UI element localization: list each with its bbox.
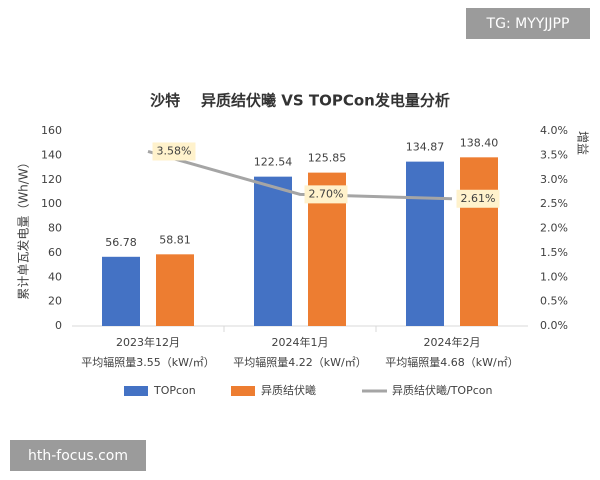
x-tick-sublabel: 平均辐照量4.22（kW/㎡） — [233, 355, 366, 369]
line — [147, 150, 453, 201]
value-label-box — [456, 189, 500, 208]
bar-value-label: 58.81 — [159, 233, 191, 246]
y2-tick-label: 0.5% — [540, 295, 568, 308]
y-tick-label: 40 — [48, 270, 62, 283]
bar-value-label: 56.78 — [105, 236, 137, 249]
value-label-box — [152, 142, 196, 161]
bar-value-label: 134.87 — [406, 141, 445, 154]
y-tick-label: 60 — [48, 246, 62, 259]
legend-label: 异质结伏曦 — [261, 383, 316, 397]
bar — [254, 176, 292, 326]
y-axis-label: 累计单瓦发电量（Wh/W） — [16, 156, 31, 299]
watermark-box — [10, 440, 146, 471]
legend-label: 异质结伏曦/TOPcon — [392, 383, 492, 397]
bar — [406, 161, 444, 326]
y-tick-label: 140 — [41, 148, 62, 161]
y2-tick-label: 2.0% — [540, 222, 568, 235]
y-tick-label: 160 — [41, 124, 62, 137]
y2-tick-label: 3.5% — [540, 148, 568, 161]
y2-tick-label: 0.0% — [540, 319, 568, 332]
y-tick-label: 80 — [48, 222, 62, 235]
y2-tick-label: 2.5% — [540, 197, 568, 210]
y2-tick-label: 1.0% — [540, 270, 568, 283]
bar-value-label: 138.40 — [460, 136, 499, 149]
x-tick-label: 2024年2月 — [424, 335, 481, 349]
bar — [102, 256, 140, 326]
bar-value-label: 122.54 — [254, 156, 293, 169]
watermark: hth-focus.com — [28, 448, 128, 464]
x-tick-label: 2023年12月 — [116, 335, 180, 349]
y2-axis-label: 增益 — [576, 131, 590, 155]
watermark-box — [466, 8, 590, 39]
legend-swatch — [231, 386, 255, 396]
value-label-box — [304, 185, 348, 204]
line-value-label: 2.61% — [461, 192, 496, 205]
y-tick-label: 100 — [41, 197, 62, 210]
y-tick-label: 0 — [55, 319, 62, 332]
line-value-label: 2.70% — [309, 187, 344, 200]
watermark: TG: MYYJJPP — [486, 16, 570, 32]
y-tick-label: 120 — [41, 173, 62, 186]
y2-tick-label: 1.5% — [540, 246, 568, 259]
line-value-label: 3.58% — [157, 144, 192, 157]
legend-swatch — [124, 386, 148, 396]
y2-tick-label: 4.0% — [540, 124, 568, 137]
x-tick-label: 2024年1月 — [272, 335, 329, 349]
x-tick-sublabel: 平均辐照量3.55（kW/㎡） — [81, 355, 214, 369]
chart-title: 沙特 异质结伏曦 VS TOPCon发电量分析 — [150, 92, 450, 110]
y-tick-label: 20 — [48, 295, 62, 308]
y2-tick-label: 3.0% — [540, 173, 568, 186]
bar-value-label: 125.85 — [308, 152, 347, 165]
x-tick-sublabel: 平均辐照量4.68（kW/㎡） — [385, 355, 518, 369]
bar — [156, 254, 194, 326]
bar — [460, 157, 498, 326]
legend-label: TOPcon — [153, 384, 196, 397]
